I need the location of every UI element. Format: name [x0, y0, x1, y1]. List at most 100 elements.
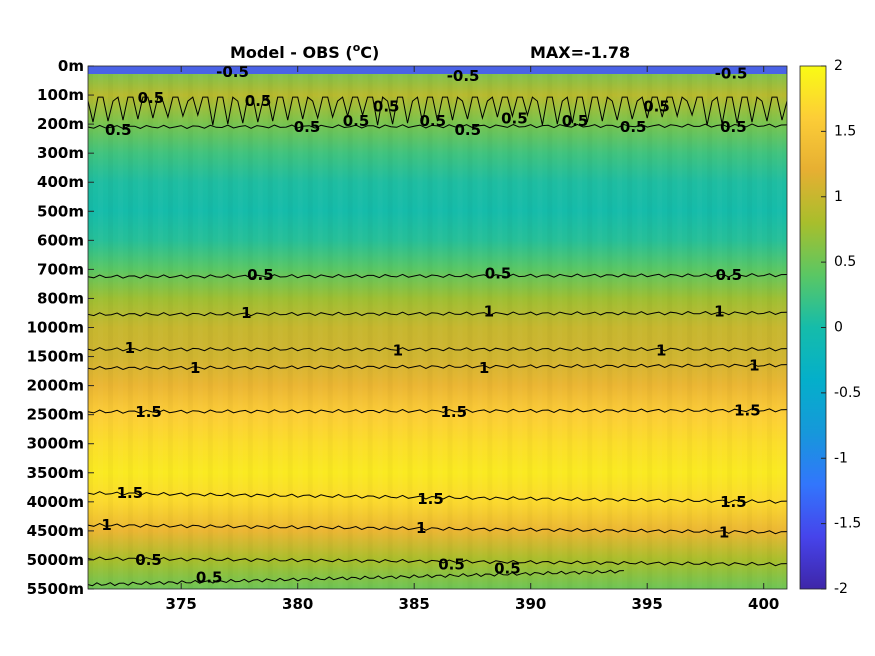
heatmap-stripe [278, 66, 283, 589]
heatmap-stripe [128, 66, 133, 589]
surface-band [88, 66, 787, 74]
y-tick-label: 5500m [27, 580, 84, 598]
contour-label: 1 [484, 303, 494, 321]
colorbar-tick-label: -1 [834, 450, 848, 466]
contour-label: 0.5 [438, 555, 465, 573]
contour-label: 1 [719, 523, 729, 541]
contour-label: 0.5 [196, 568, 223, 586]
heatmap-stripe [637, 66, 642, 589]
y-tick-label: 4000m [27, 493, 84, 511]
heatmap-stripe [358, 66, 363, 589]
contour-label: 0.5 [138, 89, 165, 107]
contour-label: 1 [656, 342, 666, 360]
contour-label: 0.5 [420, 112, 447, 130]
heatmap-stripe [328, 66, 333, 589]
heatmap-stripe [188, 66, 193, 589]
contour-label: 0.5 [501, 109, 528, 127]
heatmap-stripe [218, 66, 223, 589]
plot-area: 0.5 0.5 0.5 0.5 0.5 0.5 0.5 0.5 0.5 0.5 0.5 0.5 0.5 -… [88, 63, 787, 589]
y-tick-label: 3500m [27, 464, 84, 482]
contour-line [88, 408, 787, 414]
contour-label: 1.5 [135, 403, 162, 421]
heatmap-stripe [438, 66, 443, 589]
heatmap-stripe [208, 66, 213, 589]
y-tick-label: 1500m [27, 348, 84, 366]
heatmap-stripe [248, 66, 253, 589]
colorbar [799, 65, 827, 590]
contour-label: 1 [749, 356, 759, 374]
contour-label: 0.5 [716, 266, 743, 284]
heatmap-stripe [587, 66, 592, 589]
contour-label: 1.5 [417, 490, 444, 508]
contour-label: 1 [416, 519, 426, 537]
y-tick-label: 400m [37, 173, 84, 191]
heatmap-stripe [617, 66, 622, 589]
colorbar-tick-label: 0.5 [834, 254, 856, 270]
heatmap-stripe [318, 66, 323, 589]
contour-label: 0.5 [720, 118, 747, 136]
contour-label: 0.5 [562, 112, 589, 130]
contour-label: 0.5 [294, 118, 321, 136]
contour-lines [88, 96, 787, 587]
heatmap-stripe [118, 66, 123, 589]
colorbar-tick-label: -2 [834, 581, 848, 597]
contour-label: 0.5 [247, 266, 274, 284]
contour-line [88, 491, 787, 504]
y-tick-label: 700m [37, 260, 84, 278]
heatmap-stripe [777, 66, 782, 589]
heatmap-stripe [477, 66, 482, 589]
heatmap-stripe [547, 66, 552, 589]
heatmap-stripe [687, 66, 692, 589]
heatmap-stripe [258, 66, 263, 589]
contour-line [88, 347, 787, 352]
contour-line [88, 96, 787, 126]
contour-line [88, 273, 787, 279]
heatmap-stripe [178, 66, 183, 589]
x-axis: 375 380 385 390 395 400 [166, 66, 779, 613]
heatmap-stripe [707, 66, 712, 589]
heatmap-stripe [597, 66, 602, 589]
contour-line [88, 363, 787, 371]
y-tick-label: 300m [37, 144, 84, 162]
y-tick-label: 5000m [27, 551, 84, 569]
heatmap-stripe [418, 66, 423, 589]
heatmap-stripe [138, 66, 143, 589]
heatmap-stripe [388, 66, 393, 589]
heatmap-stripe [657, 66, 662, 589]
contour-label: 1.5 [734, 401, 761, 419]
heatmap-stripe [527, 66, 532, 589]
x-tick-label: 375 [166, 595, 197, 613]
contour-label: 1 [125, 339, 135, 357]
contour-label: 1 [190, 359, 200, 377]
heatmap-stripe [627, 66, 632, 589]
heatmap-stripe [507, 66, 512, 589]
y-tick-label: 2500m [27, 406, 84, 424]
heatmap-stripe [98, 66, 103, 589]
heatmap-stripe [667, 66, 672, 589]
heatmap-stripe [607, 66, 612, 589]
contour-line [88, 123, 787, 130]
colorbar-tick-label: -0.5 [834, 385, 861, 401]
colorbar-tick-label: 0 [834, 320, 843, 336]
y-tick-label: 100m [37, 86, 84, 104]
heatmap-stripe [168, 66, 173, 589]
heatmap-stripe [338, 66, 343, 589]
heatmap-stripe [647, 66, 652, 589]
heatmap-stripes [88, 66, 787, 589]
heatmap-stripe [537, 66, 542, 589]
contour-label: 0.5 [245, 92, 272, 110]
contour-label: 0.5 [494, 560, 521, 578]
heatmap-stripe [308, 66, 313, 589]
contour-label: 1 [241, 304, 251, 322]
heatmap-stripe [228, 66, 233, 589]
heatmap-stripe [408, 66, 413, 589]
y-tick-label: 0m [58, 57, 84, 75]
contour-label: -0.5 [447, 67, 480, 85]
heatmap-stripe [368, 66, 373, 589]
contour-label: -0.5 [216, 63, 249, 81]
heatmap-stripe [268, 66, 273, 589]
x-tick-label: 385 [399, 595, 430, 613]
contour-line [88, 569, 624, 587]
y-tick-label: 500m [37, 202, 84, 220]
contour-label: 0.5 [620, 118, 647, 136]
